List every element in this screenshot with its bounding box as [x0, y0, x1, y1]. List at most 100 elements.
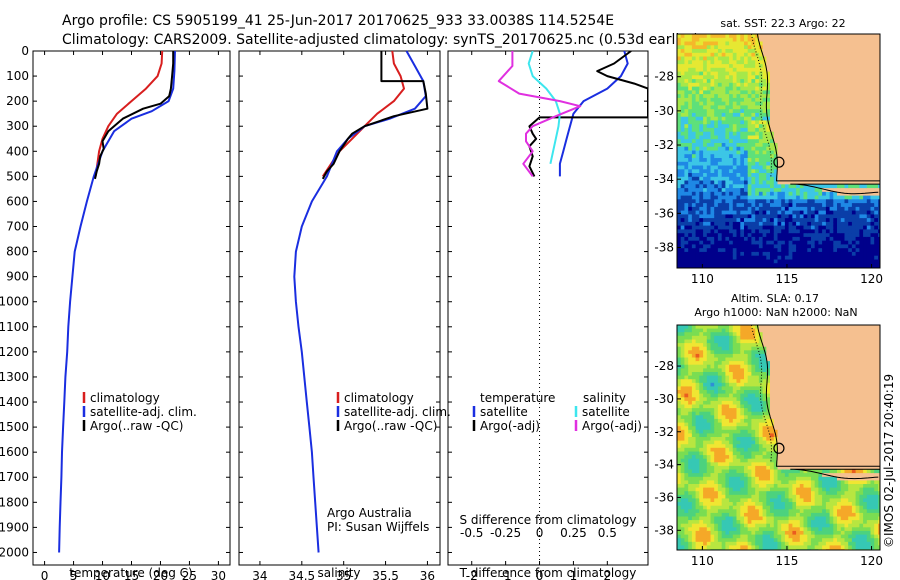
map-cell [792, 236, 797, 242]
map-cell [695, 52, 700, 58]
map-cell [732, 545, 738, 550]
map-cell [784, 244, 790, 249]
map-cell [822, 105, 827, 110]
map-cell [714, 195, 719, 200]
map-cell [691, 520, 697, 525]
map-cell [688, 240, 693, 246]
map-cell [751, 195, 756, 200]
map-cell [822, 188, 827, 193]
map-cell [732, 368, 738, 373]
map-cell [729, 433, 734, 438]
map-cell [870, 139, 875, 144]
map-cell [677, 214, 682, 219]
map-cell [710, 199, 715, 204]
map-cell [840, 191, 846, 197]
map-cell [818, 71, 823, 76]
map-cell [751, 368, 756, 373]
map-cell [851, 259, 857, 264]
map-cell [710, 41, 715, 46]
map-cell [781, 101, 786, 106]
map-cell [781, 244, 786, 249]
map-cell [747, 191, 752, 197]
map-cell [874, 263, 879, 268]
map-cell [717, 210, 723, 215]
map-cell [803, 135, 808, 140]
map-cell [725, 94, 730, 99]
map-cell [744, 75, 749, 80]
map-cell [677, 346, 682, 351]
map-cell [688, 364, 693, 369]
map-cell [706, 225, 712, 230]
map-cell [714, 520, 719, 525]
map-cell [777, 64, 782, 69]
x-tick-label: 10 [95, 569, 110, 580]
map-cell [740, 161, 745, 167]
map-cell [829, 180, 834, 185]
map-cell [729, 229, 734, 234]
map-cell [751, 335, 756, 340]
map-cell [740, 210, 745, 215]
map-cell [714, 516, 719, 521]
map-cell [814, 37, 819, 43]
map-cell [695, 191, 700, 197]
map-cell [747, 255, 752, 261]
map-cell [736, 188, 741, 193]
map-cell [732, 473, 738, 478]
map-cell [874, 248, 879, 253]
map-cell [747, 86, 752, 91]
map-cell [777, 71, 782, 76]
map-cell [855, 233, 860, 238]
map-cell [684, 56, 689, 61]
map-cell [725, 180, 730, 185]
map-cell [833, 79, 838, 84]
map-cell [851, 60, 857, 65]
map-cell [695, 259, 700, 264]
map-cell [703, 214, 708, 219]
map-cell [732, 56, 738, 61]
map-cell [740, 462, 745, 467]
map-cell [706, 146, 712, 152]
map-cell [684, 67, 689, 73]
map-cell [736, 135, 741, 140]
map-cell [781, 206, 786, 212]
map-cell [721, 368, 726, 373]
map-cell [825, 244, 831, 249]
map-cell [725, 397, 730, 402]
map-cell [755, 225, 760, 230]
map-cell [766, 233, 771, 238]
map-cell [732, 169, 738, 174]
map-cell [844, 90, 849, 95]
map-cell [740, 494, 745, 499]
map-cell [710, 444, 715, 449]
map-cell [803, 180, 808, 185]
map-cell [721, 473, 726, 478]
map-cell [747, 484, 752, 489]
map-cell [717, 375, 723, 380]
map-cell [863, 41, 868, 46]
map-cell [710, 139, 715, 144]
map-cell [744, 357, 749, 362]
map-cell [688, 465, 693, 471]
map-cell [848, 124, 853, 129]
y-tick-label: -34 [654, 172, 674, 186]
map-cell [714, 353, 719, 359]
map-cell [866, 101, 872, 106]
map-cell [740, 56, 745, 61]
map-cell [699, 139, 704, 144]
map-cell [822, 45, 827, 50]
map-cell [747, 426, 752, 431]
plot-frame [32, 50, 231, 566]
map-cell [770, 139, 775, 144]
map-cell [710, 364, 715, 369]
map-cell [732, 400, 738, 406]
map-cell [706, 75, 712, 80]
map-cell [691, 484, 697, 489]
map-cell [863, 49, 868, 54]
map-cell [714, 451, 719, 456]
map-cell [699, 339, 704, 344]
map-cell [770, 124, 775, 129]
map-cell [729, 101, 734, 106]
x-tick-label: 0 [536, 569, 544, 580]
map-cell [844, 45, 849, 50]
map-cell [732, 105, 738, 110]
